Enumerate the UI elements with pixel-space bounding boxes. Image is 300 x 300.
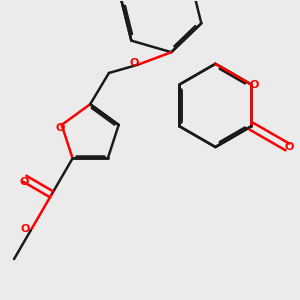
Text: O: O [249, 80, 259, 90]
Text: O: O [56, 123, 65, 133]
Text: O: O [21, 224, 30, 234]
Text: O: O [20, 177, 29, 187]
Text: O: O [284, 142, 294, 152]
Text: O: O [130, 58, 139, 68]
